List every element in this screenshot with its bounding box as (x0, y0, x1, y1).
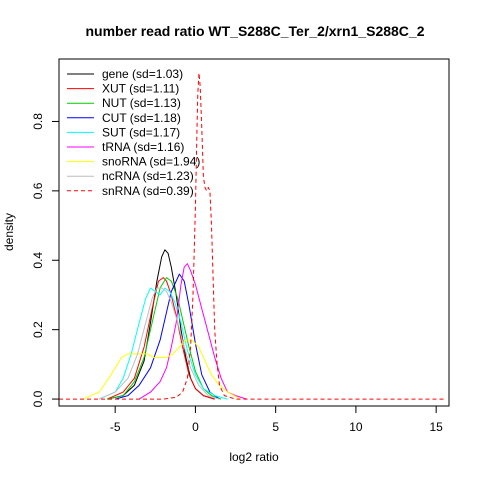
series-line-6 (82, 339, 241, 400)
chart-title: number read ratio WT_S288C_Ter_2/xrn1_S2… (85, 23, 424, 39)
y-tick-label: 0.0 (31, 390, 45, 407)
legend-label: SUT (sd=1.17) (102, 125, 180, 139)
legend-label: snoRNA (sd=1.94) (102, 155, 200, 169)
legend-label: ncRNA (sd=1.23) (102, 169, 194, 183)
x-tick-label: 0 (192, 420, 199, 434)
x-axis-label: log2 ratio (229, 450, 279, 464)
y-tick-label: 0.6 (31, 182, 45, 199)
legend-label: snRNA (sd=0.39) (102, 184, 194, 198)
series-line-1 (106, 277, 215, 400)
y-tick-label: 0.8 (31, 113, 45, 130)
plot-area (59, 72, 445, 400)
series-line-7 (98, 287, 220, 400)
series-line-8 (59, 72, 445, 400)
x-tick-label: 5 (272, 420, 279, 434)
y-axis-label: density (2, 213, 16, 251)
series-line-4 (98, 287, 228, 400)
series-line-2 (106, 277, 222, 400)
y-tick-label: 0.4 (31, 252, 45, 269)
series-line-3 (115, 273, 220, 400)
y-tick-label: 0.2 (31, 321, 45, 338)
legend-label: gene (sd=1.03) (102, 67, 183, 81)
legend-label: tRNA (sd=1.16) (102, 140, 184, 154)
legend-label: NUT (sd=1.13) (102, 96, 181, 110)
series-line-5 (138, 263, 247, 400)
x-tick-label: 10 (349, 420, 363, 434)
y-axis: 0.0 0.2 0.4 0.6 0.8 (31, 113, 60, 407)
legend-label: CUT (sd=1.18) (102, 111, 181, 125)
x-axis: -5 0 5 10 15 (110, 405, 443, 434)
legend: gene (sd=1.03)XUT (sd=1.11)NUT (sd=1.13)… (67, 67, 200, 198)
legend-label: XUT (sd=1.11) (102, 82, 179, 96)
x-tick-label: 15 (429, 420, 443, 434)
x-tick-label: -5 (110, 420, 121, 434)
